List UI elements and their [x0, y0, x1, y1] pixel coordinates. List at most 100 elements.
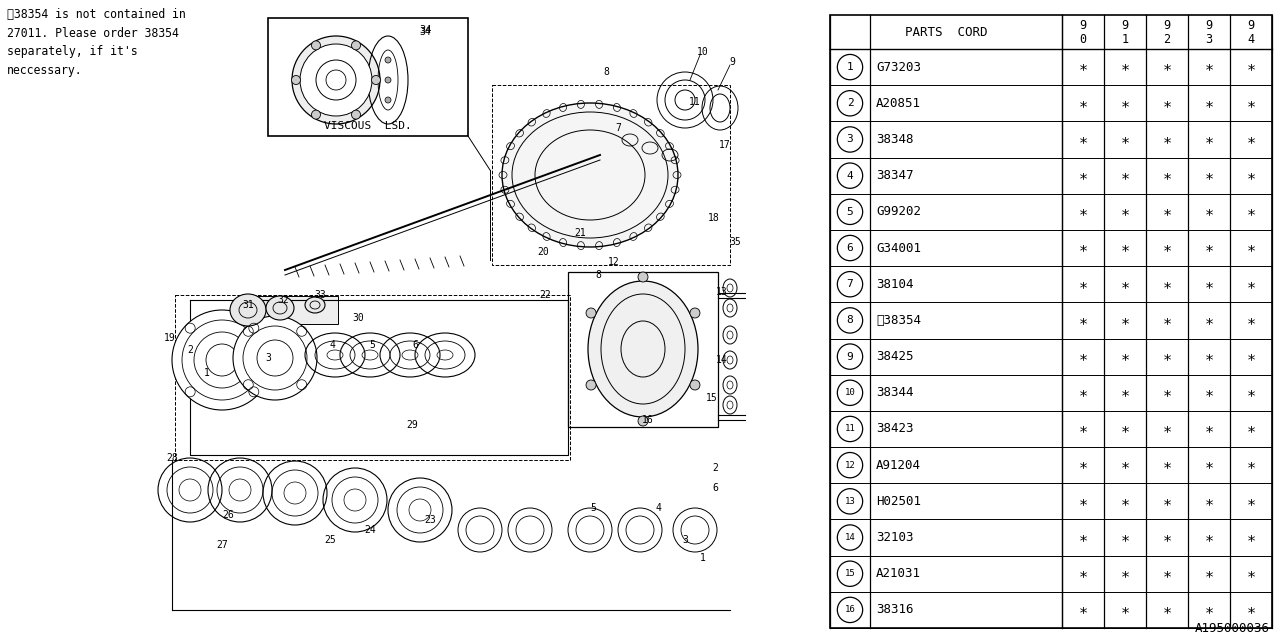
Text: 7: 7 [616, 123, 621, 133]
Text: 20: 20 [538, 247, 549, 257]
Text: ∗: ∗ [1120, 458, 1129, 473]
Text: ∗: ∗ [1079, 168, 1088, 183]
Text: 26: 26 [223, 510, 234, 520]
Text: 8: 8 [603, 67, 609, 77]
Ellipse shape [311, 41, 320, 50]
Text: 34: 34 [419, 27, 431, 37]
Text: 2: 2 [712, 463, 718, 473]
Text: 3: 3 [1206, 33, 1212, 46]
Text: 28: 28 [166, 453, 178, 463]
Text: ∗: ∗ [1079, 458, 1088, 473]
Text: 15: 15 [845, 569, 855, 578]
Text: 24: 24 [364, 525, 376, 535]
Text: 14: 14 [716, 355, 728, 365]
Ellipse shape [352, 110, 361, 119]
Text: ∗: ∗ [1247, 458, 1256, 473]
Text: 23: 23 [424, 515, 436, 525]
Text: ∗: ∗ [1162, 60, 1171, 75]
Text: 11: 11 [689, 97, 701, 107]
Text: ∗: ∗ [1120, 566, 1129, 581]
Ellipse shape [305, 297, 325, 313]
Ellipse shape [837, 452, 863, 478]
Text: ∗: ∗ [1162, 276, 1171, 292]
Text: A21031: A21031 [876, 567, 922, 580]
Text: 9: 9 [1079, 19, 1087, 33]
Text: ∗: ∗ [1204, 96, 1213, 111]
Text: A195000036: A195000036 [1196, 621, 1270, 634]
Text: ∗: ∗ [1162, 602, 1171, 618]
Ellipse shape [588, 281, 698, 417]
Text: ∗: ∗ [1247, 566, 1256, 581]
Text: ∗: ∗ [1162, 132, 1171, 147]
Text: ∗: ∗ [1204, 494, 1213, 509]
Text: ∗: ∗ [1120, 168, 1129, 183]
Text: 7: 7 [846, 279, 854, 289]
Text: 12: 12 [608, 257, 620, 267]
Ellipse shape [837, 380, 863, 406]
Ellipse shape [637, 272, 648, 282]
Text: ∗: ∗ [1162, 494, 1171, 509]
Ellipse shape [266, 296, 294, 320]
Text: 2: 2 [846, 99, 854, 108]
Text: ∗: ∗ [1204, 60, 1213, 75]
Text: 14: 14 [845, 533, 855, 542]
Text: 13: 13 [716, 287, 728, 297]
Text: ∗: ∗ [1204, 241, 1213, 255]
Text: ∗: ∗ [1162, 458, 1171, 473]
Text: ∗: ∗ [1079, 60, 1088, 75]
Text: 38347: 38347 [876, 169, 914, 182]
Text: ∗: ∗ [1247, 168, 1256, 183]
Text: ∗: ∗ [1204, 566, 1213, 581]
Ellipse shape [311, 110, 320, 119]
Text: 38344: 38344 [876, 387, 914, 399]
Ellipse shape [837, 344, 863, 369]
Text: ∗: ∗ [1247, 241, 1256, 255]
Text: ∗: ∗ [1247, 602, 1256, 618]
Text: 9: 9 [1206, 19, 1212, 33]
Text: ∗: ∗ [1204, 204, 1213, 220]
Text: 8: 8 [846, 316, 854, 325]
Text: 38423: 38423 [876, 422, 914, 435]
Text: 30: 30 [352, 313, 364, 323]
Text: ∗: ∗ [1079, 494, 1088, 509]
Text: 9: 9 [730, 57, 735, 67]
Text: G99202: G99202 [876, 205, 922, 218]
Text: ∗: ∗ [1162, 530, 1171, 545]
Text: 9: 9 [1248, 19, 1254, 33]
Text: 5: 5 [369, 340, 375, 350]
Text: 4: 4 [846, 171, 854, 180]
Text: 16: 16 [643, 415, 654, 425]
Text: 4: 4 [655, 503, 660, 513]
Text: 6: 6 [412, 340, 419, 350]
Text: 27: 27 [216, 540, 228, 550]
Text: A91204: A91204 [876, 459, 922, 472]
Text: ∗: ∗ [1247, 276, 1256, 292]
Bar [829, 15, 1272, 628]
Text: 33: 33 [314, 290, 326, 300]
Text: 1: 1 [1121, 33, 1129, 46]
Text: ∗: ∗ [1120, 132, 1129, 147]
Text: 22: 22 [539, 290, 550, 300]
Text: 32: 32 [278, 295, 289, 305]
Text: ∗: ∗ [1079, 566, 1088, 581]
Text: 6: 6 [846, 243, 854, 253]
Ellipse shape [172, 310, 273, 410]
Text: 10: 10 [698, 47, 709, 57]
Bar [268, 18, 468, 136]
Text: 3: 3 [682, 535, 687, 545]
Text: 9: 9 [1164, 19, 1171, 33]
Ellipse shape [690, 308, 700, 318]
Text: 3: 3 [846, 134, 854, 145]
Ellipse shape [837, 163, 863, 188]
Text: ∗: ∗ [1204, 132, 1213, 147]
Text: 31: 31 [242, 300, 253, 310]
Text: ∗: ∗ [1247, 204, 1256, 220]
Text: ∗: ∗ [1079, 132, 1088, 147]
Text: 38425: 38425 [876, 350, 914, 363]
Text: 35: 35 [730, 237, 741, 247]
Text: ∗: ∗ [1120, 349, 1129, 364]
Text: 18: 18 [708, 213, 719, 223]
Text: ∗: ∗ [1162, 349, 1171, 364]
Text: PARTS  CORD: PARTS CORD [905, 26, 987, 38]
Text: ∗: ∗ [1204, 385, 1213, 400]
